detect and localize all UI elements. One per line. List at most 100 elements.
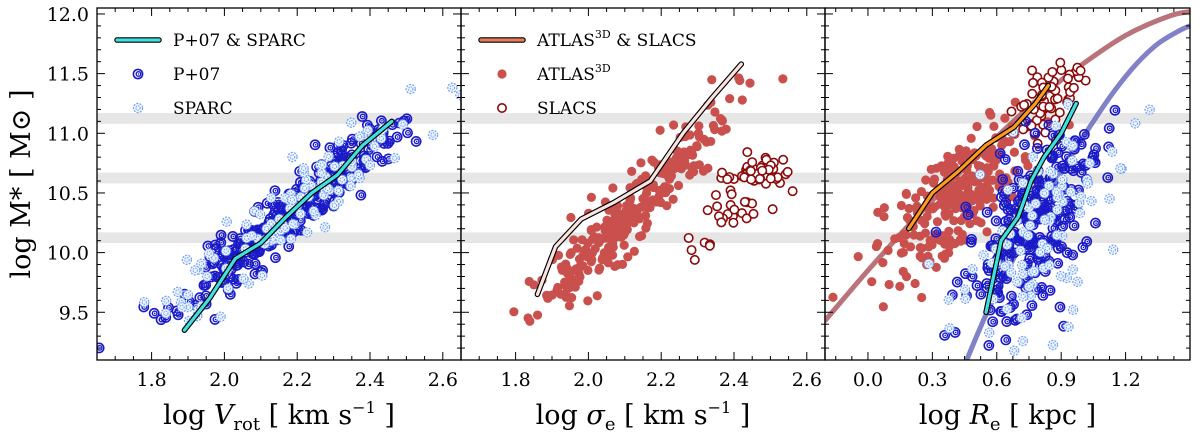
atlas3d-point: [647, 155, 657, 165]
atlas3d-point: [587, 255, 597, 265]
slacs-point: [726, 189, 737, 200]
sparc-point: [960, 293, 971, 304]
atlas3d-point: [509, 307, 519, 317]
y-tick-label: 11.0: [47, 123, 89, 145]
sparc-point: [336, 174, 348, 185]
sparc-point: [974, 169, 986, 180]
sparc-point: [353, 169, 364, 180]
atlas3d-point: [981, 194, 991, 205]
sparc-point: [1067, 264, 1079, 275]
sparc-point: [254, 208, 266, 220]
slacs-point: [686, 245, 697, 256]
median-line-atlas3d-slacs: [534, 61, 745, 298]
legend-label: P+07 & SPARC: [173, 31, 306, 51]
atlas3d-point: [608, 183, 618, 193]
sparc-point: [1008, 345, 1020, 356]
p-07-point: [983, 339, 995, 351]
legend-label: P+07: [173, 65, 220, 85]
p-07-point: [355, 189, 367, 201]
p-07-point: [1090, 142, 1101, 154]
sparc-point: [1044, 260, 1055, 271]
x-axis-label: log Re [ kpc ]: [919, 400, 1096, 435]
sparc-point: [1082, 178, 1093, 189]
atlas3d-point: [898, 247, 908, 258]
atlas3d-point: [532, 310, 543, 320]
y-tick-label: 10.0: [47, 243, 89, 265]
p-07-point: [1001, 316, 1013, 327]
atlas3d-point: [879, 203, 889, 213]
sparc-point: [1017, 291, 1029, 302]
sparc-point: [298, 162, 309, 174]
p-07-point: [1090, 217, 1101, 229]
sparc-point: [1015, 245, 1026, 256]
atlas3d-point: [529, 280, 539, 290]
panel-2: 1.8 2.0 2.2 2.4 2.6 log σe [ km s−1 ] ATLAS3D …: [460, 7, 826, 435]
p-07-point: [930, 226, 942, 238]
atlas3d-point: [917, 292, 927, 303]
plot-area: [509, 61, 798, 326]
atlas3d-point: [921, 175, 931, 185]
sparc-point: [301, 227, 313, 238]
sparc-point: [1144, 104, 1155, 115]
legend-label: ATLAS3D & SLACS: [536, 28, 697, 51]
p-07-point: [1103, 122, 1115, 134]
p-07-point: [309, 139, 321, 151]
slacs-point: [1055, 57, 1066, 68]
y-tick-label: 11.5: [47, 64, 89, 86]
atlas3d-point: [778, 74, 788, 84]
sparc-point: [241, 219, 252, 230]
legend-label-text: ATLAS: [536, 65, 595, 85]
atlas3d-point: [564, 301, 575, 311]
slacs-point: [745, 166, 756, 177]
atlas3d-point: [899, 238, 909, 249]
atlas3d-point: [553, 250, 564, 260]
x-label-subscript: e: [605, 414, 616, 435]
p-07-point: [1019, 139, 1030, 151]
slacs-point: [1047, 66, 1058, 77]
p-07-point: [1046, 152, 1058, 164]
x-tick-label: 2.2: [282, 369, 312, 391]
sparc-point: [172, 286, 184, 298]
atlas3d-point: [562, 291, 572, 301]
sparc-point: [1067, 304, 1079, 316]
sparc-point: [189, 265, 201, 276]
sparc-point: [1039, 187, 1050, 199]
slacs-point: [757, 165, 768, 176]
atlas3d-point: [664, 174, 675, 184]
x-tick-label: 0.9: [1046, 369, 1076, 391]
sparc-point: [257, 270, 268, 281]
slacs-point: [683, 232, 694, 243]
slacs-point: [748, 208, 759, 219]
x-label-subscript: e: [990, 414, 1001, 435]
atlas3d-point: [965, 219, 975, 229]
slacs-point: [741, 213, 752, 224]
atlas3d-point: [566, 212, 576, 223]
y-tick-label: 10.5: [47, 183, 89, 205]
x-label-units: [ kpc ]: [1001, 400, 1097, 431]
atlas3d-point: [671, 153, 682, 163]
sparc-point: [1115, 163, 1126, 174]
atlas3d-point: [619, 240, 629, 250]
shaded-band: [97, 113, 461, 124]
atlas3d-point: [988, 202, 998, 212]
legend-label-sup: 3D: [595, 28, 611, 41]
p-07-point: [987, 316, 999, 328]
x-tick-label: 2.4: [719, 369, 749, 391]
atlas3d-point: [917, 253, 927, 263]
sparc-point: [299, 182, 310, 194]
sparc-point: [1108, 244, 1119, 255]
p-07-point: [960, 268, 971, 280]
panel-1: 1.8 2.0 2.2 2.4 2.6 log Vrot [ km s−1 ] P+07 &…: [96, 7, 462, 435]
atlas3d-point: [878, 258, 888, 268]
atlas3d-point: [706, 136, 716, 147]
panel-frame: [824, 7, 1191, 361]
x-label-prefix: log: [163, 400, 214, 431]
atlas3d-point: [641, 210, 651, 221]
atlas3d-point: [890, 234, 900, 244]
p-07-point: [975, 288, 987, 300]
atlas3d-point: [571, 264, 581, 274]
atlas3d-point: [901, 189, 911, 199]
x-label-prefix: log: [536, 400, 587, 431]
atlas3d-point: [648, 195, 658, 205]
